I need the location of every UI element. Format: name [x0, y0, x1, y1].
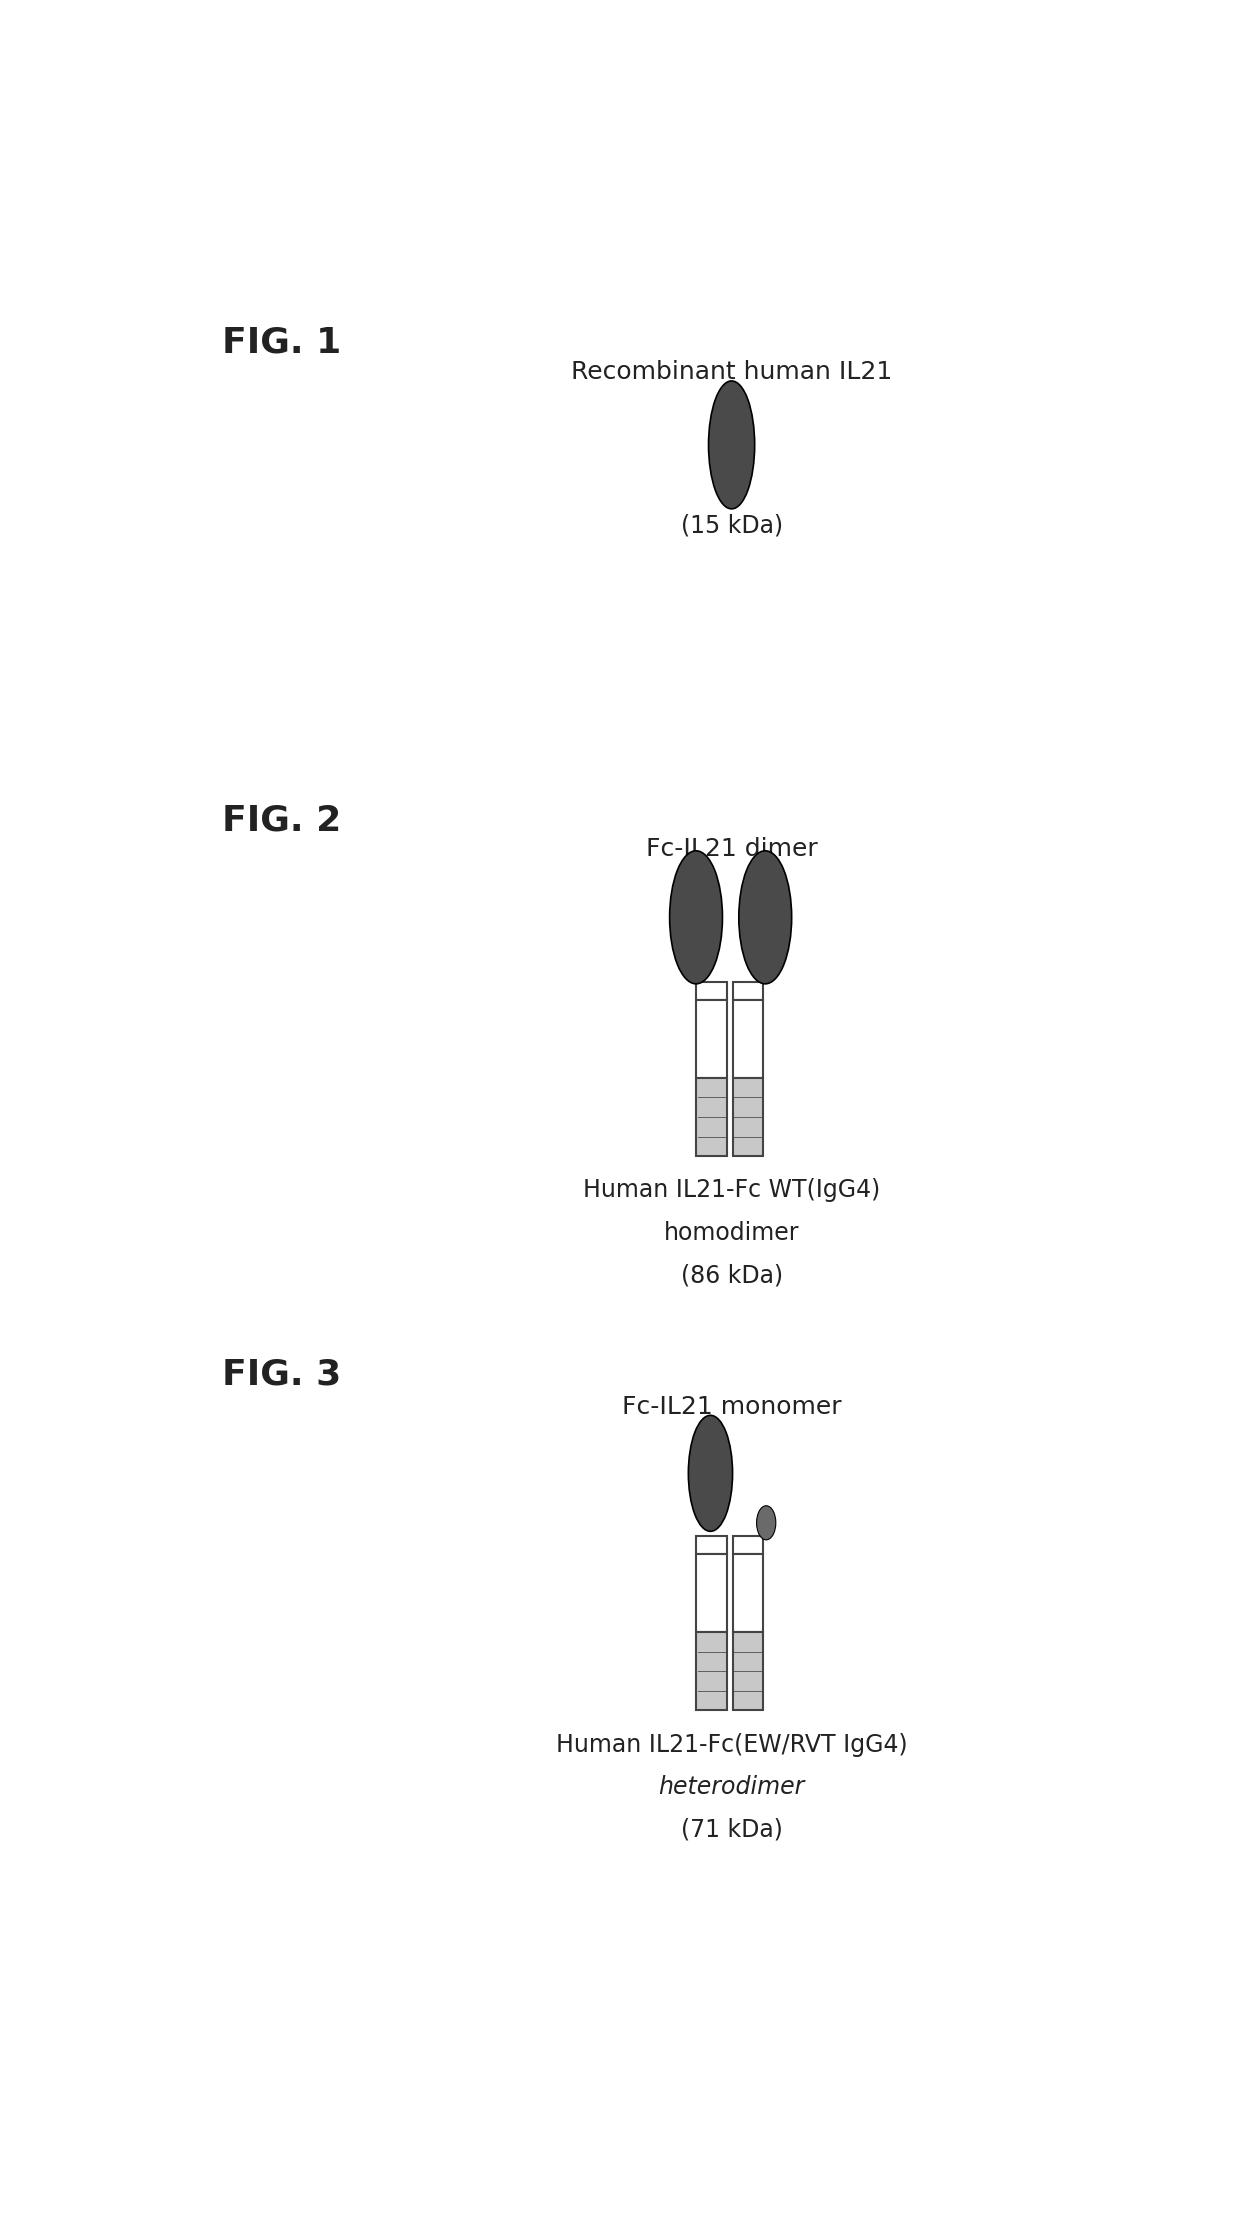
- Text: Human IL21-Fc WT(IgG4): Human IL21-Fc WT(IgG4): [583, 1178, 880, 1203]
- Text: FIG. 3: FIG. 3: [222, 1358, 341, 1391]
- Bar: [733, 981, 764, 999]
- Bar: [696, 1555, 727, 1632]
- Bar: [733, 1555, 764, 1632]
- Bar: [733, 999, 764, 1079]
- Bar: [696, 999, 727, 1079]
- Bar: [733, 1079, 764, 1156]
- Ellipse shape: [670, 851, 723, 983]
- Ellipse shape: [739, 851, 791, 983]
- Text: heterodimer: heterodimer: [658, 1774, 805, 1799]
- Text: Fc-IL21 monomer: Fc-IL21 monomer: [621, 1395, 842, 1420]
- Text: (71 kDa): (71 kDa): [681, 1819, 782, 1843]
- Bar: [696, 981, 727, 999]
- Text: Recombinant human IL21: Recombinant human IL21: [570, 359, 893, 383]
- Bar: [696, 1537, 727, 1555]
- Ellipse shape: [688, 1415, 733, 1531]
- Bar: [733, 1537, 764, 1555]
- Text: FIG. 2: FIG. 2: [222, 804, 341, 837]
- Bar: [696, 1079, 727, 1156]
- Text: Human IL21-Fc(EW/RVT IgG4): Human IL21-Fc(EW/RVT IgG4): [556, 1732, 908, 1756]
- Text: FIG. 1: FIG. 1: [222, 326, 341, 359]
- Ellipse shape: [756, 1506, 776, 1539]
- Text: (86 kDa): (86 kDa): [681, 1263, 782, 1287]
- Text: homodimer: homodimer: [663, 1220, 800, 1245]
- Bar: [696, 1632, 727, 1710]
- Bar: [733, 1632, 764, 1710]
- Ellipse shape: [708, 381, 755, 509]
- Text: Fc-IL21 dimer: Fc-IL21 dimer: [646, 837, 817, 862]
- Text: (15 kDa): (15 kDa): [681, 514, 782, 536]
